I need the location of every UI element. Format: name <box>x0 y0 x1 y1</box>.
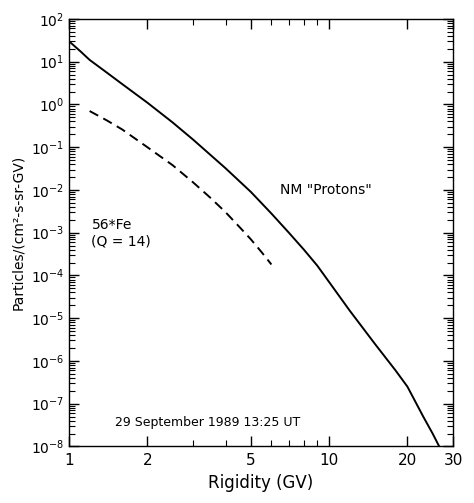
Text: 29 September 1989 13:25 UT: 29 September 1989 13:25 UT <box>115 416 300 429</box>
Text: 56*Fe
(Q = 14): 56*Fe (Q = 14) <box>91 218 151 248</box>
X-axis label: Rigidity (GV): Rigidity (GV) <box>209 474 314 492</box>
Y-axis label: Particles/(cm²-s-sr-GV): Particles/(cm²-s-sr-GV) <box>11 155 25 310</box>
Text: NM "Protons": NM "Protons" <box>281 183 372 197</box>
